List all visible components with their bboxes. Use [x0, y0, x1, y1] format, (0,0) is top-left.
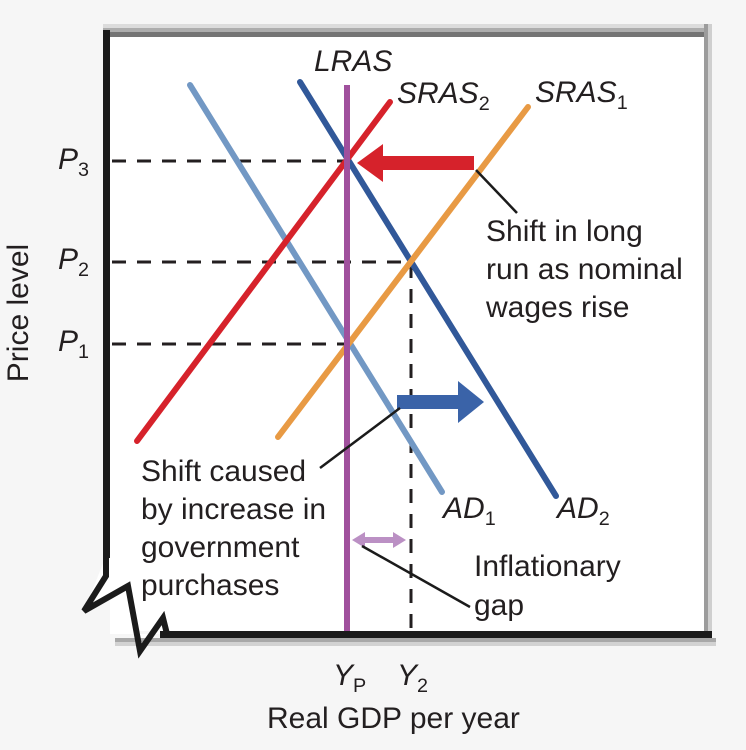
wage-shift-line1: Shift in long	[486, 215, 643, 248]
frame-top-band-dark	[103, 32, 709, 37]
sras1-label: SRAS1	[535, 76, 628, 113]
ad2-label: AD2	[557, 492, 610, 529]
sras-shift-left-arrow	[357, 144, 474, 182]
frame-bottom-shadow-light	[115, 642, 716, 646]
p1-tick-label: P1	[58, 325, 89, 362]
yp-tick-label: YP	[333, 659, 366, 696]
lras-label: LRAS	[314, 45, 392, 79]
ad1-sub: 1	[484, 508, 496, 530]
sras2-sub: 2	[478, 93, 490, 115]
y2-tick-label: Y2	[397, 659, 428, 696]
ad2-base: AD	[557, 492, 599, 525]
sras1-sub: 1	[616, 92, 628, 114]
x-axis-line	[160, 631, 712, 638]
axis-break-zigzag	[81, 556, 170, 659]
inflationary-gap-line2: gap	[474, 589, 525, 622]
frame-top-band-light	[103, 24, 709, 28]
x-axis-title: Real GDP per year	[267, 702, 520, 735]
p3-sub: 3	[78, 159, 90, 181]
p2-base: P	[58, 243, 79, 276]
ad2-sub: 2	[598, 508, 610, 530]
ad2-curve	[297, 79, 559, 499]
y2-sub: 2	[417, 675, 429, 697]
yp-sub: P	[353, 675, 367, 697]
gov-purchases-line2: by increase in	[141, 493, 327, 526]
frame-right-band-light	[708, 24, 712, 638]
ad-shift-right-arrow	[397, 381, 484, 423]
p2-tick-label: P2	[58, 243, 89, 280]
sras1-curve	[275, 104, 531, 440]
y2-base: Y	[397, 659, 418, 692]
gov-purchases-annotation: Shift caused by increase in government p…	[141, 453, 326, 605]
sras2-base: SRAS	[397, 77, 479, 110]
lras-base: LRAS	[314, 45, 393, 78]
yp-base: Y	[333, 659, 354, 692]
p3-base: P	[58, 143, 79, 176]
p1-base: P	[58, 325, 79, 358]
frame-bottom-shadow-mid	[115, 638, 716, 642]
p2-sub: 2	[78, 259, 90, 281]
sras1-base: SRAS	[535, 76, 617, 109]
p3-tick-label: P3	[58, 143, 89, 180]
gov-purchases-leader-line	[319, 407, 401, 469]
frame-top-band-mid	[103, 28, 709, 32]
gap-leader-line	[361, 544, 471, 609]
inflationary-gap-arrow	[352, 532, 406, 548]
ad1-curve	[187, 82, 445, 495]
plot-area	[110, 37, 704, 631]
sras2-label: SRAS2	[397, 77, 490, 114]
y-axis-line	[103, 30, 110, 558]
wage-shift-line3: wages rise	[486, 291, 630, 324]
inflationary-gap-line1: Inflationary	[474, 550, 621, 583]
y-axis-title: Price level	[2, 243, 35, 383]
gov-purchases-line1: Shift caused	[141, 455, 307, 488]
wage-shift-annotation: Shift in long run as nominal wages rise	[486, 213, 683, 327]
ad1-label: AD1	[443, 492, 496, 529]
p1-sub: 1	[78, 341, 90, 363]
wage-shift-leader-line	[475, 169, 518, 214]
ad1-base: AD	[443, 492, 485, 525]
wage-shift-line2: run as nominal	[486, 253, 683, 286]
gov-purchases-line3: government	[141, 531, 300, 564]
gov-purchases-line4: purchases	[141, 569, 280, 602]
inflationary-gap-annotation: Inflationary gap	[474, 547, 621, 625]
frame-right-band-mid	[704, 24, 708, 638]
